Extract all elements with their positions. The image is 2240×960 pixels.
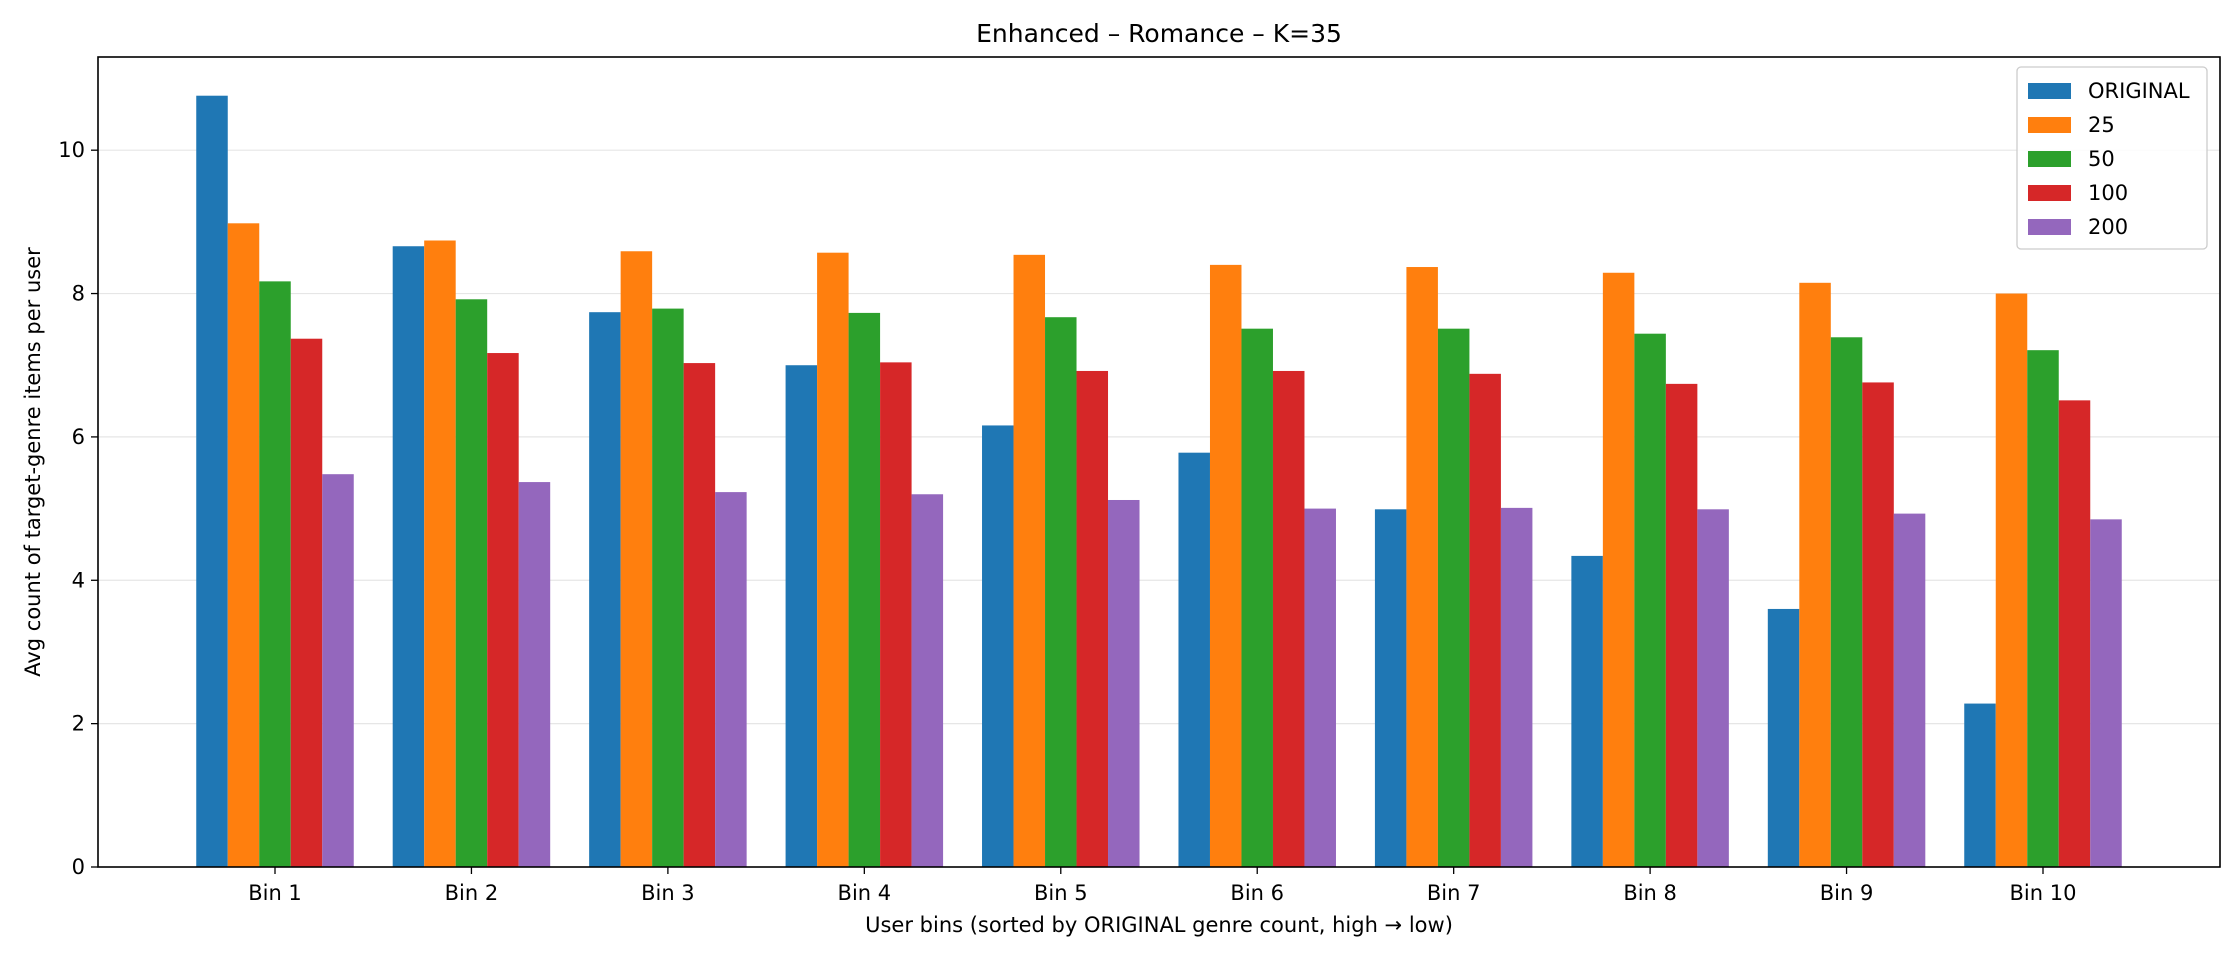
- x-axis-ticks: Bin 1 Bin 2 Bin 3 Bin 4 Bin 5 Bin 6 Bin 7 Bin 8…: [248, 867, 2076, 905]
- x-tick-label: Bin 3: [641, 881, 695, 905]
- bar-original-10: [1964, 703, 1996, 867]
- bar-200-3: [715, 492, 747, 867]
- bar-original-8: [1571, 555, 1603, 867]
- bar-50-8: [1634, 333, 1666, 867]
- legend-label: 100: [2088, 181, 2128, 205]
- legend-label: 200: [2088, 215, 2128, 239]
- bar-25-10: [1995, 293, 2028, 867]
- bar-100-10: [2058, 400, 2091, 867]
- bar-original-4: [785, 365, 818, 867]
- y-tick-label: 4: [72, 568, 85, 592]
- y-tick-label: 0: [72, 855, 85, 879]
- x-tick-label: Bin 2: [445, 881, 499, 905]
- bars: [196, 95, 2122, 868]
- bar-25-1: [227, 223, 260, 867]
- bar-100-3: [683, 363, 716, 867]
- legend-swatch: [2028, 185, 2071, 201]
- y-tick-label: 6: [72, 425, 85, 449]
- y-tick-label: 8: [72, 282, 85, 306]
- x-tick-label: Bin 5: [1034, 881, 1088, 905]
- bar-50-7: [1437, 328, 1470, 867]
- bar-original-1: [196, 95, 228, 868]
- legend-swatch: [2028, 117, 2071, 133]
- bar-200-8: [1697, 509, 1729, 867]
- bar-200-6: [1304, 508, 1336, 867]
- bar-original-3: [589, 312, 621, 867]
- bar-25-8: [1602, 272, 1635, 867]
- bar-25-7: [1406, 267, 1438, 867]
- bar-25-5: [1013, 254, 1046, 868]
- y-tick-label: 2: [72, 712, 85, 736]
- bar-25-6: [1209, 264, 1242, 867]
- bar-200-4: [911, 494, 944, 867]
- y-axis-label: Avg count of target-genre items per user: [21, 247, 45, 677]
- bar-100-2: [487, 353, 519, 867]
- bar-200-9: [1893, 513, 1926, 867]
- bar-25-2: [424, 240, 456, 868]
- bar-50-1: [259, 281, 291, 868]
- bar-original-2: [392, 246, 425, 867]
- bar-100-5: [1076, 370, 1109, 867]
- legend-swatch: [2028, 151, 2071, 167]
- legend-swatch: [2028, 219, 2071, 235]
- bar-100-7: [1469, 373, 1501, 867]
- x-tick-label: Bin 4: [838, 881, 892, 905]
- bar-100-6: [1272, 370, 1305, 867]
- y-axis-ticks: 0 2 4 6 8 10: [58, 138, 98, 879]
- legend-label: 25: [2088, 113, 2115, 137]
- legend: ORIGINAL 25 50 100 200: [2016, 66, 2208, 250]
- bar-50-10: [2027, 350, 2059, 867]
- bar-50-2: [455, 299, 488, 867]
- bar-200-7: [1500, 507, 1533, 867]
- x-tick-label: Bin 6: [1230, 881, 1284, 905]
- bar-original-9: [1767, 608, 1800, 867]
- legend-label: 50: [2088, 147, 2115, 171]
- bar-200-5: [1108, 499, 1140, 867]
- legend-label: ORIGINAL: [2088, 79, 2190, 103]
- bar-25-4: [817, 252, 849, 868]
- bar-50-9: [1830, 337, 1863, 868]
- bar-100-4: [880, 362, 912, 867]
- x-tick-label: Bin 7: [1427, 881, 1481, 905]
- x-tick-label: Bin 10: [2010, 881, 2077, 905]
- legend-swatch: [2028, 83, 2071, 99]
- x-tick-label: Bin 8: [1623, 881, 1677, 905]
- bar-50-5: [1045, 317, 1077, 867]
- x-axis-label: User bins (sorted by ORIGINAL genre coun…: [865, 913, 1453, 937]
- bar-100-1: [290, 338, 323, 867]
- bar-100-9: [1862, 382, 1894, 867]
- x-tick-label: Bin 1: [248, 881, 302, 905]
- y-tick-label: 10: [58, 138, 85, 162]
- bar-50-4: [848, 312, 881, 867]
- bar-50-6: [1241, 328, 1273, 867]
- bar-200-2: [518, 482, 551, 867]
- bar-original-7: [1374, 509, 1407, 867]
- bar-200-1: [322, 474, 354, 867]
- bar-original-5: [982, 425, 1014, 867]
- bar-25-9: [1799, 282, 1831, 867]
- bar-original-6: [1178, 452, 1210, 867]
- bar-25-3: [620, 251, 653, 867]
- legend-box: [2016, 66, 2208, 250]
- x-tick-label: Bin 9: [1820, 881, 1874, 905]
- plot-frame: [97, 56, 2221, 868]
- bar-50-3: [652, 308, 684, 867]
- chart-title: Enhanced – Romance – K=35: [976, 19, 1342, 48]
- bar-100-8: [1665, 383, 1698, 867]
- bar-200-10: [2090, 519, 2122, 867]
